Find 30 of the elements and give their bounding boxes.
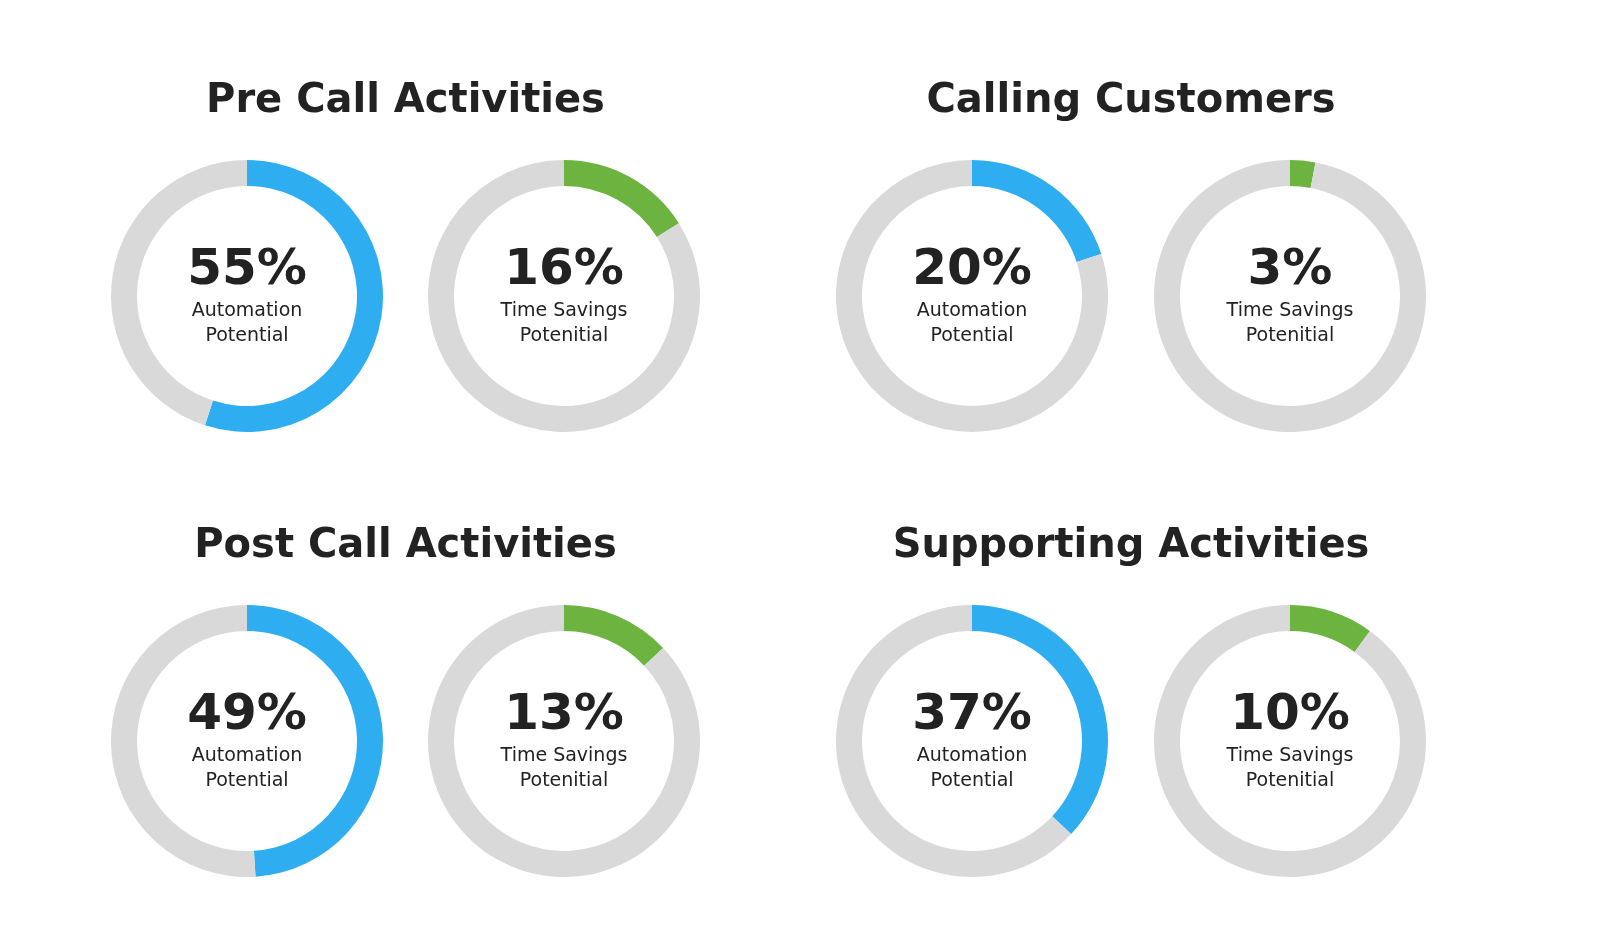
slice-label: Automation Potential (191, 297, 303, 345)
slice-label: Time Savings Potenitial (1225, 742, 1354, 790)
chart-title: Pre Call Activities (206, 75, 605, 121)
donut-slice (836, 605, 1072, 877)
slice-label: Automation Potential (916, 297, 1028, 345)
donut-slice (1154, 605, 1426, 877)
donut-slice (1290, 160, 1316, 188)
slice-label: Time Savings Potenitial (499, 742, 628, 790)
chart-title: Post Call Activities (194, 520, 617, 566)
donut-slice (836, 160, 1108, 432)
donut-slice (428, 160, 700, 432)
slice-label: Automation Potential (916, 742, 1028, 790)
donut-slice (428, 605, 700, 877)
donut-slice (564, 605, 664, 666)
slice-label: Time Savings Potenitial (1225, 297, 1354, 345)
data-label: 10% (1230, 682, 1350, 741)
data-label: 20% (912, 237, 1032, 296)
slice-label: Automation Potential (191, 742, 303, 790)
data-label: 49% (187, 682, 307, 741)
slice-label: Time Savings Potenitial (499, 297, 628, 345)
donut-slice (564, 160, 679, 238)
donut-slice (1154, 160, 1426, 432)
chart-title: Calling Customers (926, 75, 1336, 121)
data-label: 16% (504, 237, 624, 296)
data-label: 55% (187, 237, 307, 296)
donut-slice (1290, 605, 1370, 653)
data-label: 37% (912, 682, 1032, 741)
chart-title: Supporting Activities (892, 520, 1370, 566)
data-label: 3% (1247, 237, 1333, 296)
data-label: 13% (504, 682, 624, 741)
